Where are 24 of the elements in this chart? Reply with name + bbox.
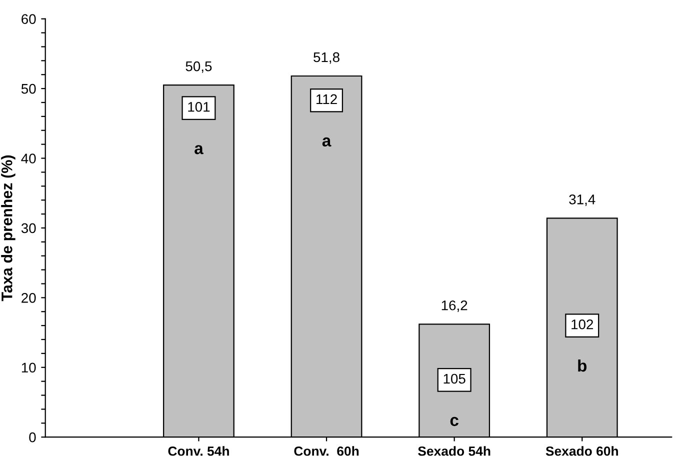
y-tick-label: 20 [22,293,36,303]
y-tick-label: 40 [21,154,36,164]
data-label: 50,5 [186,61,212,73]
y-tick-label: 10 [22,362,36,373]
annotation: a [322,137,332,147]
data-label: 31,4 [569,194,596,206]
y-tick-label: 30 [21,223,36,234]
annotation: a [194,145,204,154]
annotation: 102 [572,319,594,330]
annotation: 105 [444,374,466,384]
x-tick-label: Sexado 54h [418,446,490,456]
x-tick-label: Conv. 54h [168,446,229,456]
data-label: 51,8 [314,52,340,64]
y-tick-label: 60 [22,14,36,24]
annotation: c [450,416,458,426]
y-tick-label: 0 [29,432,36,442]
x-tick-label: Sexado 60h [546,446,618,456]
annotation: b [578,359,587,372]
annotation: 101 [188,102,210,112]
y-axis-title: Taxa de prenhez (%) [1,155,16,302]
x-tick-label: Conv. 60h [294,446,359,456]
y-tick-label: 50 [21,84,36,94]
data-label: 16,2 [442,300,468,312]
annotation: 112 [316,94,337,104]
